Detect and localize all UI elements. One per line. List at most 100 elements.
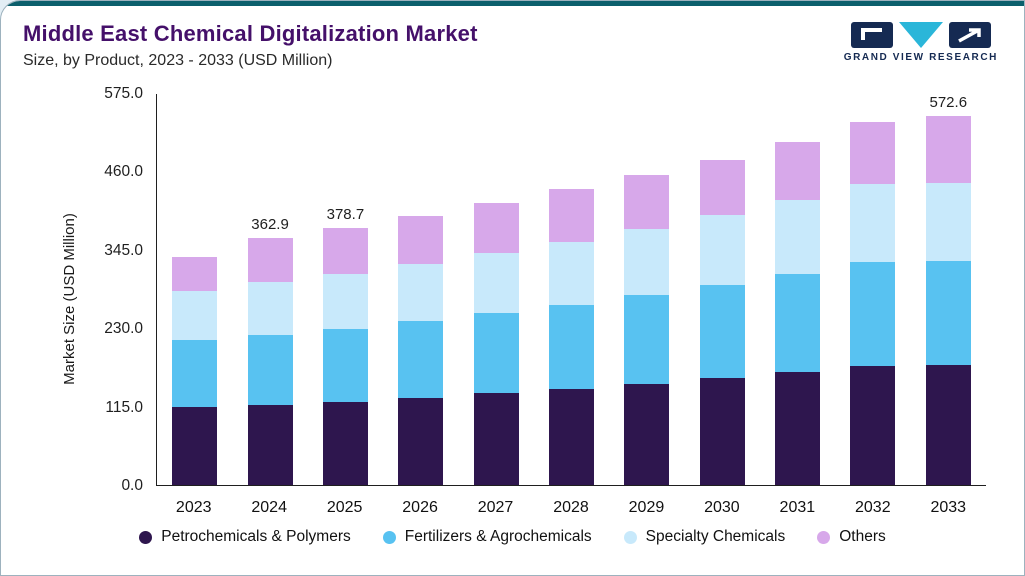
bar-column-2028 xyxy=(534,94,609,485)
bar-column-2033: 572.6 xyxy=(911,94,986,485)
brand-name: GRAND VIEW RESEARCH xyxy=(843,52,998,63)
bar-segment xyxy=(548,241,594,305)
y-tick-label: 460.0 xyxy=(104,163,143,181)
y-axis-ticks: 575.0 460.0 345.0 230.0 115.0 0.0 xyxy=(15,85,147,494)
bar-segment xyxy=(925,182,971,261)
legend-swatch xyxy=(139,530,153,544)
bar-segment xyxy=(172,406,218,485)
x-tick-label: 2031 xyxy=(779,499,816,516)
plot-area: 362.9 378.7 572.6 xyxy=(156,94,986,486)
bar-segment xyxy=(624,295,670,384)
x-tick-label: 2030 xyxy=(704,499,740,516)
bar-column-2032 xyxy=(835,94,910,485)
bar-segment xyxy=(925,260,971,366)
page-title: Middle East Chemical Digitalization Mark… xyxy=(23,21,478,46)
bar-segment xyxy=(473,393,519,485)
chart-header: Middle East Chemical Digitalization Mark… xyxy=(1,6,1024,70)
x-axis-labels: 2023 2024 2025 2026 2027 2028 2029 2030 2031 2032… xyxy=(156,490,986,522)
bar-column-2029 xyxy=(609,94,684,485)
bar-segment xyxy=(398,321,444,398)
y-tick-label: 230.0 xyxy=(104,320,143,338)
bar-segment xyxy=(548,189,594,242)
legend-label: Petrochemicals & Polymers xyxy=(161,528,351,545)
bar-segment xyxy=(699,159,745,216)
bar-segment xyxy=(247,282,293,335)
bar-segment xyxy=(247,404,293,485)
top-accent-bar xyxy=(1,1,1024,6)
bar-segment xyxy=(624,228,670,296)
bar-segment xyxy=(775,372,821,485)
x-tick-label: 2023 xyxy=(175,499,212,516)
bar-segment xyxy=(247,334,293,405)
bar-segment xyxy=(548,389,594,485)
bar-segment xyxy=(850,121,896,185)
bar-column-2023 xyxy=(157,94,232,485)
legend-swatch xyxy=(623,530,637,544)
x-tick-label: 2027 xyxy=(477,499,514,516)
bar-segment xyxy=(322,227,368,275)
bar-column-2027 xyxy=(458,94,533,485)
bar-segment xyxy=(247,238,293,283)
bar-column-2031 xyxy=(760,94,835,485)
legend-label: Specialty Chemicals xyxy=(645,528,786,545)
chart-legend: Petrochemicals & Polymers Fertilizers & A… xyxy=(1,528,1024,546)
bar-segment xyxy=(850,261,896,366)
y-tick-label: 0.0 xyxy=(121,477,143,494)
bar-segment xyxy=(398,215,444,265)
x-tick-label: 2028 xyxy=(553,499,589,516)
bar-segment xyxy=(699,378,745,485)
x-tick-label: 2029 xyxy=(628,499,665,516)
grand-view-research-logo: GRAND VIEW RESEARCH xyxy=(844,22,998,63)
legend-label: Fertilizers & Agrochemicals xyxy=(404,528,592,545)
bar-segment xyxy=(775,200,821,274)
bar-segment xyxy=(172,257,218,292)
bar-segment xyxy=(322,274,368,329)
legend-item: Specialty Chemicals xyxy=(623,528,786,546)
bar-segment xyxy=(925,365,971,485)
y-tick-label: 345.0 xyxy=(104,241,143,259)
y-tick-label: 575.0 xyxy=(104,85,143,102)
legend-swatch xyxy=(382,530,396,544)
value-label: 362.9 xyxy=(251,216,289,234)
bar-segment xyxy=(850,366,896,485)
x-tick-label: 2033 xyxy=(930,499,967,516)
legend-label: Others xyxy=(839,528,886,545)
x-tick-label: 2025 xyxy=(326,499,363,516)
legend-swatch xyxy=(817,530,831,544)
bar-segment xyxy=(925,116,971,183)
bar-column-2026 xyxy=(383,94,458,485)
bar-segment xyxy=(473,312,519,394)
bar-segment xyxy=(699,215,745,286)
legend-item: Petrochemicals & Polymers xyxy=(139,528,351,546)
bar-segment xyxy=(699,285,745,379)
logo-mark-icon xyxy=(850,22,991,48)
bar-segment xyxy=(775,273,821,373)
bar-segment xyxy=(473,253,519,313)
bar-segment xyxy=(473,202,519,254)
bar-segment xyxy=(172,340,218,407)
bar-segment xyxy=(172,291,218,341)
bar-column-2025: 378.7 xyxy=(308,94,383,485)
legend-item: Fertilizers & Agrochemicals xyxy=(382,528,592,546)
y-tick-label: 115.0 xyxy=(105,398,143,416)
bar-segment xyxy=(624,383,670,485)
x-tick-label: 2026 xyxy=(402,499,438,516)
value-label: 378.7 xyxy=(326,205,365,223)
bar-segment xyxy=(322,328,368,403)
bar-segment xyxy=(775,142,821,201)
bar-segment xyxy=(548,304,594,390)
bar-segment xyxy=(398,264,444,322)
page-subtitle: Size, by Product, 2023 - 2033 (USD Milli… xyxy=(23,52,333,69)
x-tick-label: 2032 xyxy=(855,499,891,516)
legend-item: Others xyxy=(817,528,886,546)
x-tick-label: 2024 xyxy=(251,499,287,516)
bar-column-2030 xyxy=(685,94,760,485)
bar-segment xyxy=(624,174,670,229)
bar-segment xyxy=(398,397,444,485)
value-label: 572.6 xyxy=(929,94,968,111)
chart-area: Market Size (USD Million) 575.0 460.0 345.… xyxy=(15,76,1006,522)
bar-segment xyxy=(322,402,368,485)
bar-column-2024: 362.9 xyxy=(232,94,307,485)
bar-segment xyxy=(850,184,896,262)
